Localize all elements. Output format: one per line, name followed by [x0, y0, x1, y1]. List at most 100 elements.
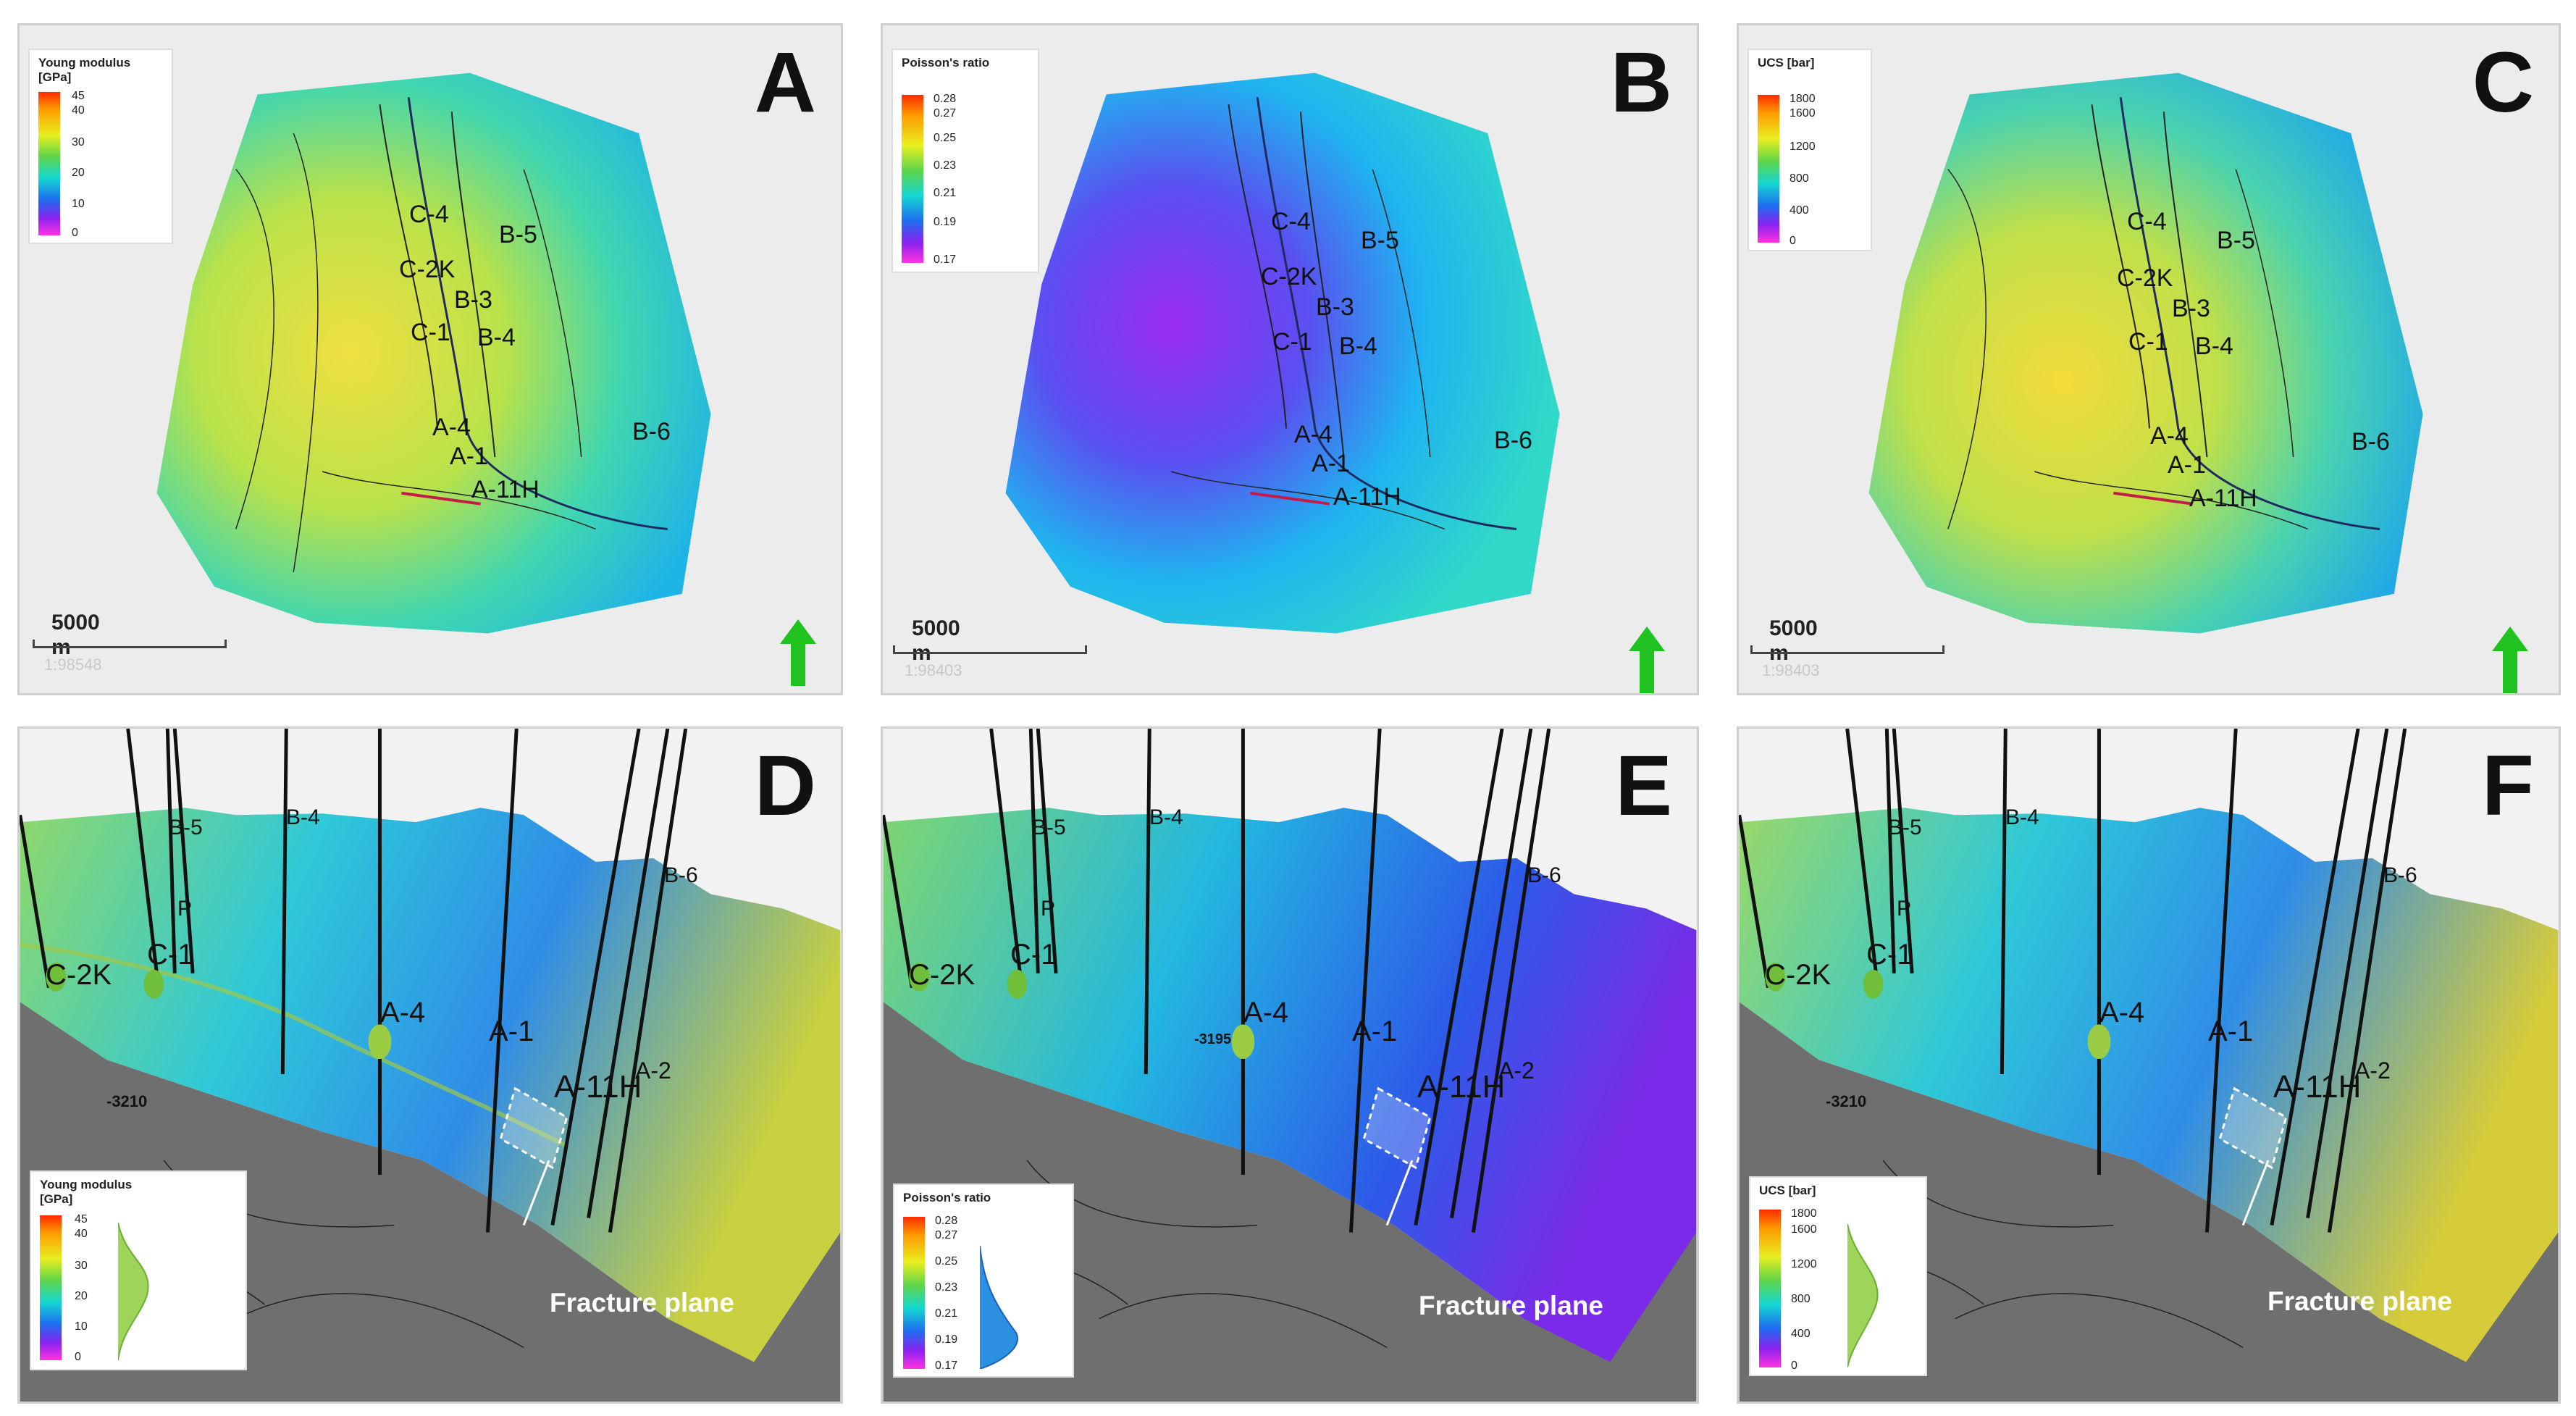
well-label: B-6	[2351, 428, 2390, 456]
legend-tick: 1600	[1791, 1223, 1817, 1236]
legend-tick: 10	[75, 1320, 88, 1333]
scale-ratio: 1:98403	[1762, 661, 1820, 679]
well-label: B-3	[454, 286, 492, 314]
well-label: B-4	[2195, 332, 2233, 360]
scale-line	[33, 640, 227, 648]
well-label: C-4	[409, 201, 449, 228]
legend-tick: 1800	[1790, 93, 1816, 105]
legend-tick: 0	[75, 1351, 81, 1363]
fracture-plane-outline	[1362, 1086, 1432, 1170]
legend-tick: 0.27	[934, 107, 957, 120]
panel-c-ucs-map: UCS [bar] 1800 1600 1200 800 400 0 C C-4…	[1737, 23, 2561, 695]
colorbar-legend: Young modulus [GPa] 45 40 30 20 10 0	[28, 49, 173, 244]
legend-tick: 0	[1790, 235, 1796, 247]
well-label: C-4	[2127, 208, 2167, 235]
legend-tick: 30	[75, 1260, 88, 1272]
colorbar-legend: UCS [bar] 1800 1600 1200 800 400 0	[1749, 1176, 1927, 1376]
legend-title: UCS [bar]	[1758, 56, 1815, 70]
well-label: C-4	[1271, 208, 1311, 235]
well-label: A-4	[2099, 997, 2145, 1029]
panel-letter: C	[2472, 35, 2534, 130]
panel-d-young-modulus-3d: D B-5 B-4 B-6 P C-2K C-1 A-4 A-1 A-11H A…	[17, 726, 843, 1404]
panel-letter: D	[754, 738, 816, 834]
colorbar	[1759, 1210, 1781, 1367]
well-trajectories	[1739, 729, 2407, 1233]
legend-title: Poisson's ratio	[902, 56, 990, 70]
well-label: P	[1897, 897, 1912, 921]
well-label: A-4	[2150, 422, 2189, 450]
well-label: C-1	[1010, 939, 1057, 971]
well-label: A-1	[1312, 450, 1350, 477]
legend-title: Poisson's ratio	[903, 1191, 991, 1205]
legend-tick: 1600	[1790, 107, 1816, 120]
fracture-plane-label: Fracture plane	[2267, 1286, 2452, 1316]
legend-tick: 20	[75, 1290, 88, 1302]
legend-tick: 800	[1791, 1293, 1811, 1305]
well-label: B-4	[286, 805, 320, 829]
well-label: B-6	[632, 418, 671, 445]
legend-tick: 0.23	[934, 159, 957, 172]
legend-tick: 1800	[1791, 1207, 1817, 1220]
legend-title: Young modulus [GPa]	[40, 1178, 133, 1206]
property-surface	[20, 808, 841, 1362]
well-label: B-4	[1339, 332, 1377, 360]
contour-label: -3195	[1194, 1031, 1232, 1047]
well-label: B-5	[1032, 816, 1066, 839]
panel-letter: F	[2481, 738, 2534, 834]
well-label: B-5	[2217, 227, 2255, 254]
well-label: A-11H	[1417, 1069, 1506, 1105]
legend-tick: 0	[1791, 1360, 1797, 1372]
well-label: A-1	[1352, 1015, 1398, 1047]
legend-tick: 0.25	[935, 1255, 958, 1268]
legend-tick: 0	[72, 227, 78, 239]
well-label: C-1	[1272, 328, 1312, 356]
north-arrow-icon	[780, 619, 816, 686]
scale-ratio: 1:98548	[44, 655, 102, 674]
well-label: B-6	[1494, 427, 1532, 454]
well-label: B-5	[169, 816, 203, 839]
histogram-icon	[980, 1245, 1018, 1369]
histogram-icon	[118, 1222, 149, 1360]
north-arrow-icon	[1629, 627, 1665, 693]
legend-tick: 0.19	[935, 1333, 958, 1346]
panel-a-young-modulus-map: Young modulus [GPa] 45 40 30 20 10 0 A C…	[17, 23, 843, 695]
panel-letter: E	[1615, 738, 1672, 834]
scale-line	[893, 645, 1087, 654]
well-label: B-6	[1527, 863, 1561, 887]
legend-tick: 0.21	[935, 1307, 958, 1320]
gray-base-surface	[1739, 944, 2559, 1402]
legend-tick: 0.17	[935, 1360, 958, 1372]
well-label: B-6	[664, 863, 698, 887]
panel-letter: A	[754, 35, 816, 130]
well-label: B-5	[1361, 227, 1399, 254]
panel-f-ucs-3d: F B-5 B-4 B-6 P C-2K C-1 A-4 A-1 A-11H A…	[1737, 726, 2561, 1404]
panel-b-poissons-ratio-map: Poisson's ratio 0.28 0.27 0.25 0.23 0.21…	[881, 23, 1699, 695]
colorbar	[902, 95, 923, 263]
well-label: A-1	[2168, 451, 2206, 479]
well-label: A-1	[2208, 1015, 2254, 1047]
well-label: A-4	[1243, 997, 1289, 1029]
legend-tick: 0.23	[935, 1281, 958, 1294]
well-label: B-5	[499, 221, 537, 248]
well-label: A-2	[635, 1057, 671, 1084]
well-label: C-2K	[46, 959, 112, 991]
legend-tick: 0.21	[934, 187, 957, 199]
legend-tick: 400	[1790, 204, 1809, 217]
legend-tick: 0.28	[935, 1215, 958, 1227]
legend-tick: 45	[75, 1213, 88, 1226]
well-label: C-1	[147, 939, 194, 971]
well-trajectories	[20, 729, 688, 1233]
well-label: A-11H	[2189, 485, 2257, 512]
property-map-area	[1868, 72, 2423, 634]
legend-tick: 0.27	[935, 1229, 958, 1241]
scale-ratio: 1:98403	[905, 661, 962, 679]
well-label: C-1	[1866, 939, 1913, 971]
legend-tick: 30	[72, 136, 85, 148]
well-label: P	[1041, 897, 1056, 921]
property-surface	[883, 808, 1697, 1362]
well-label: B-3	[1316, 293, 1354, 321]
well-label: B-5	[1888, 816, 1922, 839]
well-label: A-1	[489, 1015, 534, 1047]
scale-label: 5000 m	[912, 616, 960, 665]
well-label: A-11H	[2273, 1069, 2362, 1105]
